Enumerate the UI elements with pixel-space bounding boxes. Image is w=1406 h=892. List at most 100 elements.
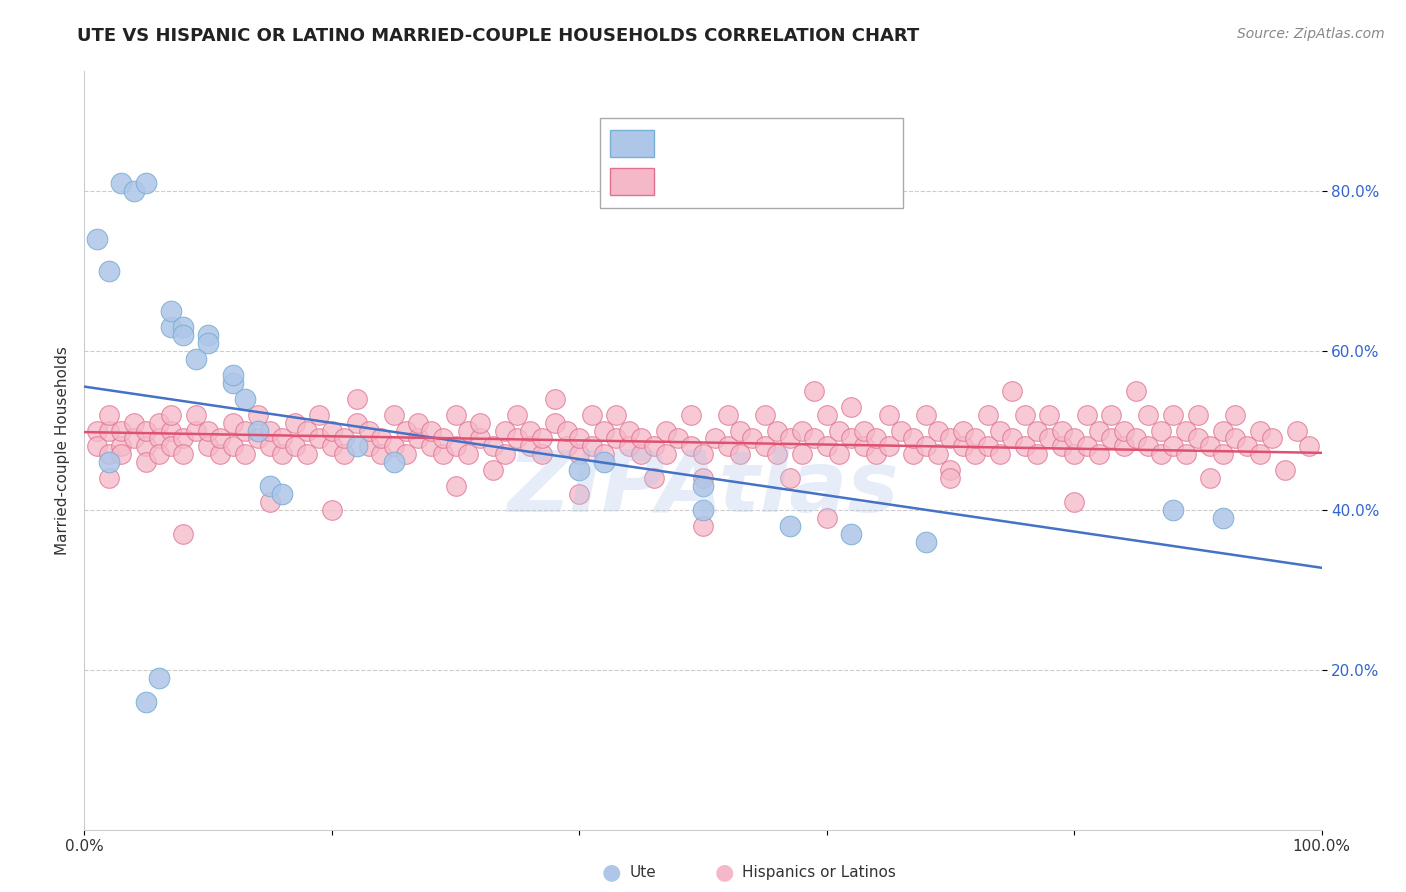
Point: [643, 440, 665, 454]
Point: [222, 376, 245, 390]
Point: [593, 455, 616, 469]
Point: [135, 455, 157, 469]
Point: [605, 432, 627, 446]
Point: [1137, 440, 1160, 454]
Point: [903, 432, 925, 446]
Point: [408, 432, 430, 446]
Point: [295, 447, 318, 461]
Point: [903, 447, 925, 461]
Point: [1063, 495, 1085, 509]
Point: [197, 424, 219, 438]
Point: [1014, 440, 1036, 454]
Text: ZIPAtlas: ZIPAtlas: [508, 447, 898, 530]
Point: [419, 440, 441, 454]
Point: [766, 447, 789, 461]
Point: [419, 424, 441, 438]
Point: [877, 408, 900, 422]
Point: [1187, 408, 1209, 422]
Text: Hispanics or Latinos: Hispanics or Latinos: [742, 865, 896, 880]
Point: [481, 463, 503, 477]
Point: [643, 471, 665, 485]
Point: [815, 408, 838, 422]
Point: [395, 424, 418, 438]
Point: [135, 176, 157, 190]
Point: [927, 424, 949, 438]
FancyBboxPatch shape: [600, 119, 904, 208]
Point: [754, 408, 776, 422]
Point: [1199, 471, 1222, 485]
Point: [160, 408, 183, 422]
Point: [284, 416, 307, 430]
Point: [519, 424, 541, 438]
Point: [271, 487, 294, 501]
Point: [259, 440, 281, 454]
Text: ●: ●: [602, 863, 621, 882]
Point: [259, 479, 281, 493]
Point: [86, 232, 108, 246]
Point: [1137, 408, 1160, 422]
Point: [815, 511, 838, 525]
Point: [1249, 424, 1271, 438]
Point: [1212, 447, 1234, 461]
Point: [1285, 424, 1308, 438]
Point: [717, 440, 740, 454]
Point: [98, 424, 121, 438]
Point: [939, 463, 962, 477]
Point: [877, 440, 900, 454]
Point: [617, 424, 640, 438]
Point: [470, 432, 492, 446]
Point: [728, 424, 751, 438]
Point: [333, 432, 356, 446]
Point: [98, 264, 121, 278]
Point: [1125, 384, 1147, 398]
Point: [1099, 408, 1122, 422]
Point: [470, 416, 492, 430]
Point: [543, 392, 565, 406]
Point: [160, 424, 183, 438]
Point: [295, 424, 318, 438]
Point: [692, 479, 714, 493]
Point: [222, 416, 245, 430]
Point: [692, 471, 714, 485]
Point: [160, 440, 183, 454]
Point: [321, 440, 343, 454]
Point: [531, 447, 554, 461]
Point: [568, 447, 591, 461]
Point: [790, 447, 813, 461]
Point: [122, 416, 145, 430]
Point: [357, 440, 380, 454]
Point: [481, 440, 503, 454]
Point: [246, 432, 269, 446]
Point: [1212, 424, 1234, 438]
Point: [1038, 432, 1060, 446]
Point: [914, 440, 936, 454]
Point: [1236, 440, 1258, 454]
Point: [865, 432, 887, 446]
Point: [209, 447, 232, 461]
Point: [308, 432, 330, 446]
Point: [1050, 440, 1073, 454]
Point: [803, 384, 825, 398]
Point: [457, 424, 479, 438]
Point: [841, 400, 863, 414]
Point: [976, 408, 998, 422]
Point: [444, 408, 467, 422]
Point: [1001, 384, 1024, 398]
Point: [98, 455, 121, 469]
Point: [692, 503, 714, 517]
Point: [655, 447, 678, 461]
Point: [1026, 447, 1049, 461]
Point: [741, 432, 763, 446]
Text: UTE VS HISPANIC OR LATINO MARRIED-COUPLE HOUSEHOLDS CORRELATION CHART: UTE VS HISPANIC OR LATINO MARRIED-COUPLE…: [77, 27, 920, 45]
Point: [779, 471, 801, 485]
Point: [233, 424, 256, 438]
Point: [172, 527, 194, 541]
Point: [555, 424, 578, 438]
Point: [803, 432, 825, 446]
Point: [1125, 432, 1147, 446]
Point: [1076, 440, 1098, 454]
Point: [184, 351, 207, 366]
Point: [519, 440, 541, 454]
Point: [395, 447, 418, 461]
Point: [692, 447, 714, 461]
